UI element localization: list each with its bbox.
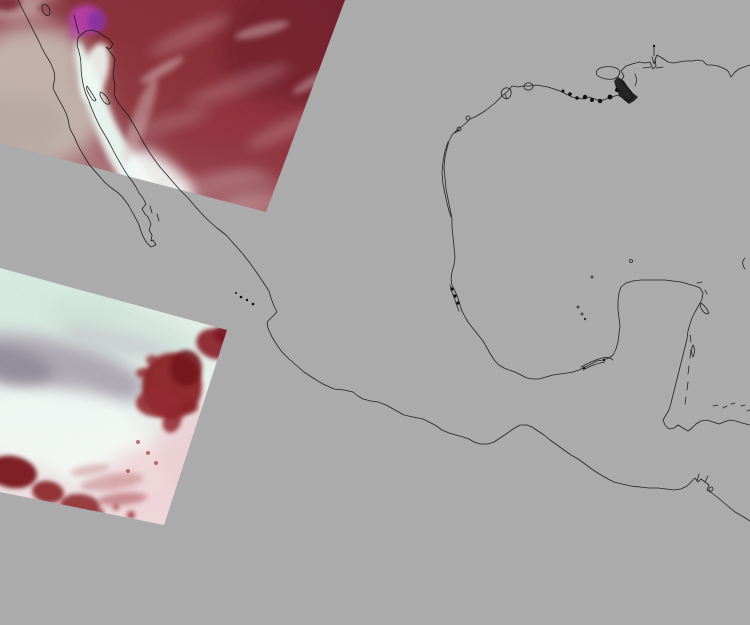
satellite-swath-lower[interactable] <box>0 260 240 530</box>
pacific-coastline <box>17 0 750 522</box>
dense-shoreline-blobs <box>235 44 656 370</box>
gulf-coastline <box>443 54 750 432</box>
satellite-swath-upper[interactable] <box>0 0 350 220</box>
coastlines <box>17 0 750 522</box>
